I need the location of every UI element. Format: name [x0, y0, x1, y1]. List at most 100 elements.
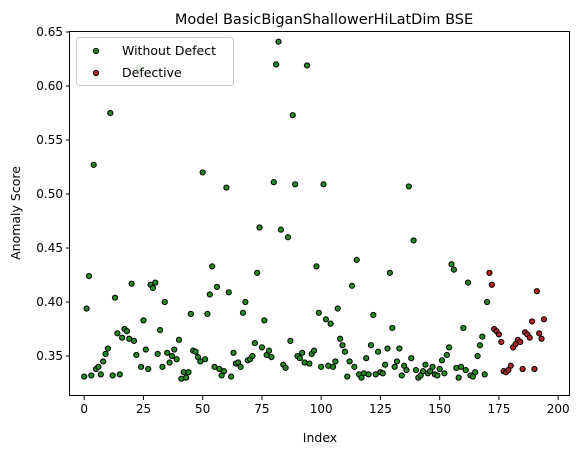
legend-label-without-defect: Without Defect: [122, 43, 216, 58]
legend-marker-without-defect: [92, 47, 100, 55]
data-point-without-defect: [289, 112, 296, 119]
data-point-without-defect: [228, 373, 235, 380]
data-point-without-defect: [128, 280, 135, 287]
data-point-without-defect: [187, 310, 194, 318]
data-point-without-defect: [282, 364, 289, 372]
data-point-without-defect: [81, 373, 88, 380]
data-point-without-defect: [159, 363, 166, 370]
data-point-without-defect: [168, 352, 175, 360]
data-point-defective: [538, 335, 545, 342]
data-point-without-defect: [299, 349, 306, 356]
data-point-without-defect: [389, 324, 396, 332]
data-point-defective: [495, 331, 503, 338]
data-point-without-defect: [310, 347, 318, 354]
data-point-without-defect: [422, 361, 429, 368]
data-point-without-defect: [287, 337, 294, 345]
data-point-without-defect: [398, 372, 405, 379]
data-point-defective: [488, 281, 495, 288]
data-point-without-defect: [403, 366, 410, 374]
data-point-without-defect: [450, 266, 457, 273]
data-point-without-defect: [412, 366, 420, 374]
data-point-without-defect: [320, 181, 327, 188]
data-point-without-defect: [341, 348, 348, 355]
data-point-without-defect: [446, 344, 453, 351]
data-point-without-defect: [242, 298, 249, 306]
data-point-defective: [536, 330, 543, 337]
data-point-without-defect: [370, 311, 377, 319]
data-point-without-defect: [429, 363, 436, 370]
data-point-without-defect: [204, 310, 211, 318]
data-point-without-defect: [465, 279, 472, 286]
data-point-without-defect: [386, 269, 394, 276]
data-point-without-defect: [410, 237, 417, 244]
data-point-without-defect: [455, 374, 462, 381]
data-point-without-defect: [102, 350, 109, 357]
data-point-without-defect: [277, 226, 284, 233]
data-point-without-defect: [175, 336, 183, 343]
data-point-without-defect: [164, 349, 171, 356]
y-tick-label: 0.50: [36, 187, 63, 201]
data-point-without-defect: [261, 317, 268, 324]
data-point-without-defect: [100, 358, 107, 365]
data-point-without-defect: [90, 161, 97, 168]
data-point-without-defect: [185, 369, 192, 376]
data-point-without-defect: [462, 366, 469, 374]
data-point-without-defect: [220, 368, 228, 375]
data-point-without-defect: [391, 363, 398, 370]
data-point-without-defect: [239, 309, 247, 316]
data-point-without-defect: [339, 342, 346, 349]
data-point-without-defect: [306, 360, 313, 367]
data-point-without-defect: [313, 263, 320, 270]
data-point-without-defect: [254, 269, 261, 276]
data-point-without-defect: [109, 372, 116, 379]
x-tick-label: 50: [195, 402, 210, 416]
data-point-defective: [531, 365, 538, 373]
data-point-without-defect: [166, 359, 173, 366]
data-point-without-defect: [457, 363, 465, 370]
data-point-without-defect: [351, 363, 358, 370]
data-point-without-defect: [123, 328, 130, 335]
data-point-without-defect: [273, 61, 280, 68]
data-point-without-defect: [223, 184, 230, 191]
data-point-without-defect: [460, 324, 467, 332]
data-point-defective: [540, 316, 548, 323]
data-point-without-defect: [483, 298, 491, 306]
data-point-without-defect: [438, 357, 446, 364]
data-point-without-defect: [379, 370, 386, 377]
data-point-without-defect: [474, 352, 481, 360]
y-tick-label: 0.40: [36, 295, 63, 309]
data-point-without-defect: [348, 282, 356, 289]
data-point-without-defect: [322, 316, 330, 323]
data-point-without-defect: [225, 289, 232, 296]
data-point-without-defect: [171, 346, 178, 353]
data-point-without-defect: [156, 327, 164, 334]
data-point-without-defect: [344, 373, 351, 380]
legend-marker-defective: [92, 69, 100, 77]
data-point-without-defect: [192, 348, 199, 355]
data-point-without-defect: [405, 183, 412, 190]
y-tick-label: 0.35: [36, 349, 63, 363]
data-point-without-defect: [251, 339, 258, 347]
data-point-without-defect: [436, 365, 443, 373]
data-point-without-defect: [116, 371, 123, 378]
data-point-without-defect: [173, 356, 180, 363]
data-point-without-defect: [334, 305, 341, 312]
data-point-without-defect: [258, 344, 266, 351]
data-point-without-defect: [384, 345, 391, 352]
data-point-without-defect: [95, 363, 102, 370]
data-point-without-defect: [363, 355, 370, 362]
data-point-without-defect: [140, 317, 147, 324]
data-point-without-defect: [472, 369, 479, 376]
data-point-without-defect: [183, 374, 190, 381]
data-point-defective: [526, 334, 533, 341]
data-point-without-defect: [119, 334, 126, 341]
x-axis-label: Index: [303, 430, 337, 445]
legend-box: [76, 37, 234, 86]
data-point-without-defect: [237, 363, 244, 370]
data-point-without-defect: [374, 348, 382, 355]
data-point-without-defect: [85, 273, 93, 280]
data-point-without-defect: [111, 294, 119, 301]
data-point-without-defect: [88, 372, 95, 379]
data-point-without-defect: [329, 363, 337, 370]
